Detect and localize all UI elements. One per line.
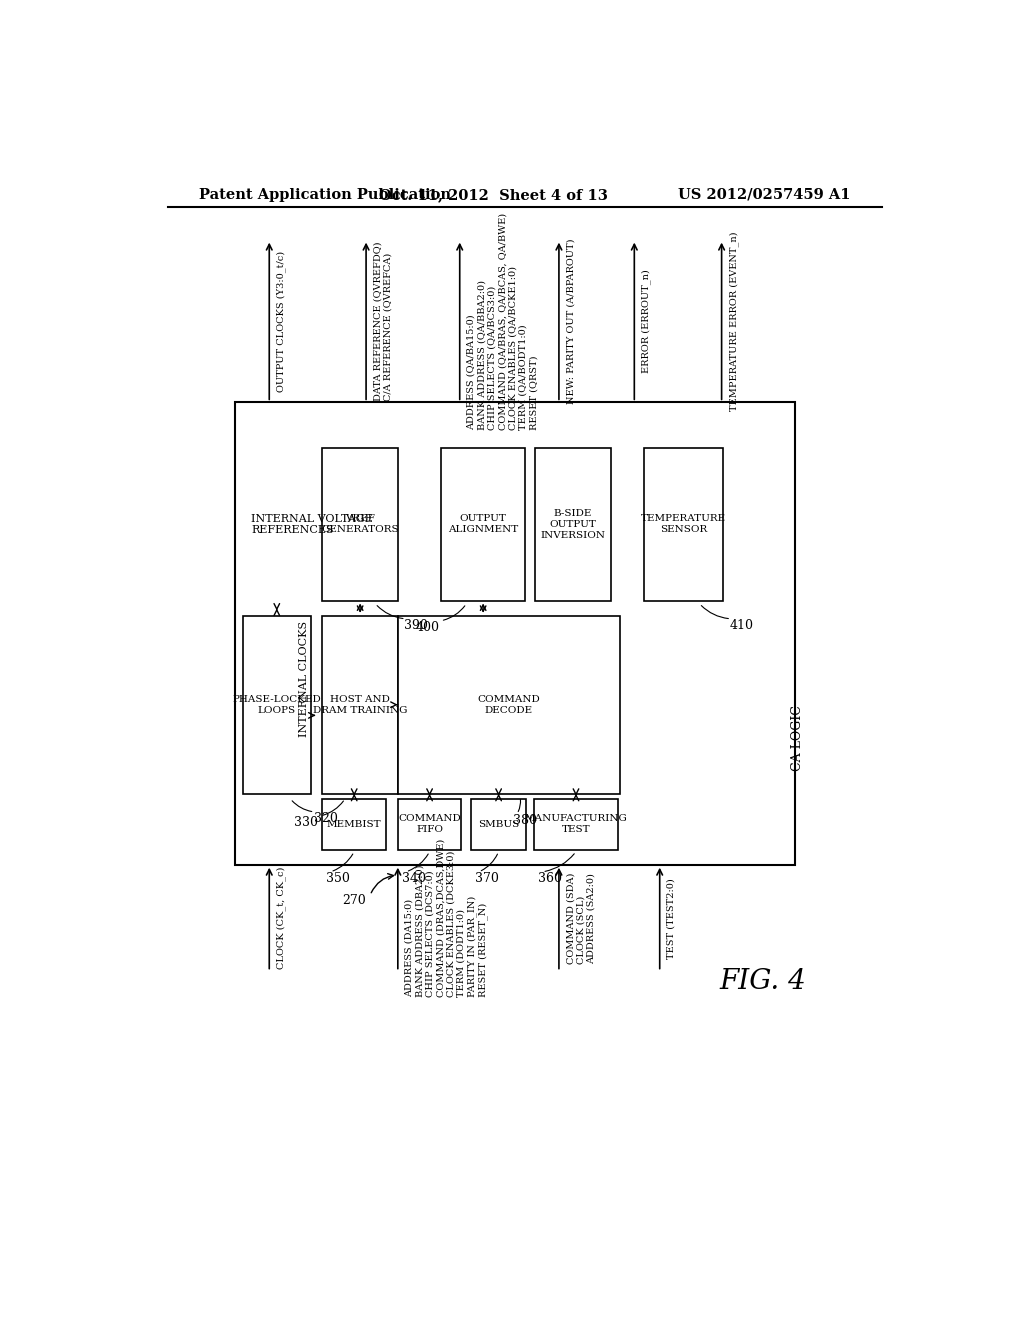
Text: 370: 370: [475, 873, 499, 884]
Text: Oct. 11, 2012  Sheet 4 of 13: Oct. 11, 2012 Sheet 4 of 13: [379, 187, 607, 202]
Text: INTERNAL VOLTAGE
REFERENCES: INTERNAL VOLTAGE REFERENCES: [251, 513, 373, 535]
Text: HOST AND
DRAM TRAINING: HOST AND DRAM TRAINING: [313, 694, 408, 714]
Bar: [535, 799, 617, 850]
Text: 360: 360: [539, 873, 562, 884]
Text: OUTPUT CLOCKS (Y3:0_t/c): OUTPUT CLOCKS (Y3:0_t/c): [276, 251, 287, 392]
Bar: [397, 615, 621, 793]
Text: ADDRESS (DA15:0)
BANK ADDRESS (DBA2:0)
CHIP SELECTS (DCS7:0)
COMMAND (DRAS,DCAS,: ADDRESS (DA15:0) BANK ADDRESS (DBA2:0) C…: [404, 840, 488, 998]
Bar: [323, 447, 397, 601]
Text: TEMPERATURE ERROR (EVENT_n): TEMPERATURE ERROR (EVENT_n): [729, 231, 738, 411]
Text: 340: 340: [401, 873, 426, 884]
Text: NEW: PARITY OUT (A/BPAROUT): NEW: PARITY OUT (A/BPAROUT): [566, 239, 575, 404]
Text: 410: 410: [729, 619, 754, 632]
Text: 400: 400: [416, 620, 440, 634]
Text: Patent Application Publication: Patent Application Publication: [200, 187, 452, 202]
Text: ADDRESS (QA/BA15:0)
BANK ADDRESS (QA/BBA2:0)
CHIP SELECTS (QA/BCS3:0)
COMMAND (Q: ADDRESS (QA/BA15:0) BANK ADDRESS (QA/BBA…: [467, 213, 539, 429]
Text: COMMAND
FIFO: COMMAND FIFO: [398, 814, 461, 834]
Text: DATA REFERENCE (QVREFDQ)
C/A REFERENCE (QVREFCA): DATA REFERENCE (QVREFDQ) C/A REFERENCE (…: [373, 242, 392, 401]
Bar: [441, 447, 525, 601]
Text: 350: 350: [327, 873, 350, 884]
Text: 270: 270: [342, 894, 366, 907]
Text: US 2012/0257459 A1: US 2012/0257459 A1: [678, 187, 850, 202]
Text: MEMBIST: MEMBIST: [327, 820, 382, 829]
Text: TEST (TEST2:0): TEST (TEST2:0): [667, 878, 676, 958]
Text: 330: 330: [295, 816, 318, 829]
Text: ERROR (ERROUT_n): ERROR (ERROUT_n): [641, 269, 651, 372]
Text: VREF
GENERATORS: VREF GENERATORS: [322, 515, 399, 535]
Text: CLOCK (CK_t, CK_c): CLOCK (CK_t, CK_c): [276, 867, 287, 969]
Text: B-SIDE
OUTPUT
INVERSION: B-SIDE OUTPUT INVERSION: [541, 508, 605, 540]
Bar: [243, 615, 310, 793]
Text: TEMPERATURE
SENSOR: TEMPERATURE SENSOR: [641, 515, 726, 535]
Text: 390: 390: [404, 619, 428, 632]
Bar: [323, 799, 386, 850]
Text: PHASE-LOCKED
LOOPS: PHASE-LOCKED LOOPS: [232, 694, 322, 714]
Text: FIG. 4: FIG. 4: [720, 968, 806, 995]
Text: COMMAND
DECODE: COMMAND DECODE: [477, 694, 541, 714]
Bar: [397, 799, 461, 850]
Text: 380: 380: [513, 814, 537, 826]
Bar: [471, 799, 526, 850]
Text: OUTPUT
ALIGNMENT: OUTPUT ALIGNMENT: [449, 515, 518, 535]
Text: INTERNAL CLOCKS: INTERNAL CLOCKS: [299, 620, 309, 737]
Text: 320: 320: [314, 812, 338, 825]
Bar: [236, 403, 795, 865]
Bar: [323, 615, 397, 793]
Text: SMBUS: SMBUS: [478, 820, 519, 829]
Bar: [644, 447, 723, 601]
Text: COMMAND (SDA)
CLOCK (SCL)
ADDRESS (SA2:0): COMMAND (SDA) CLOCK (SCL) ADDRESS (SA2:0…: [566, 873, 596, 964]
Text: MANUFACTURING
TEST: MANUFACTURING TEST: [524, 814, 628, 834]
Text: CA LOGIC: CA LOGIC: [791, 705, 804, 771]
Bar: [536, 447, 610, 601]
